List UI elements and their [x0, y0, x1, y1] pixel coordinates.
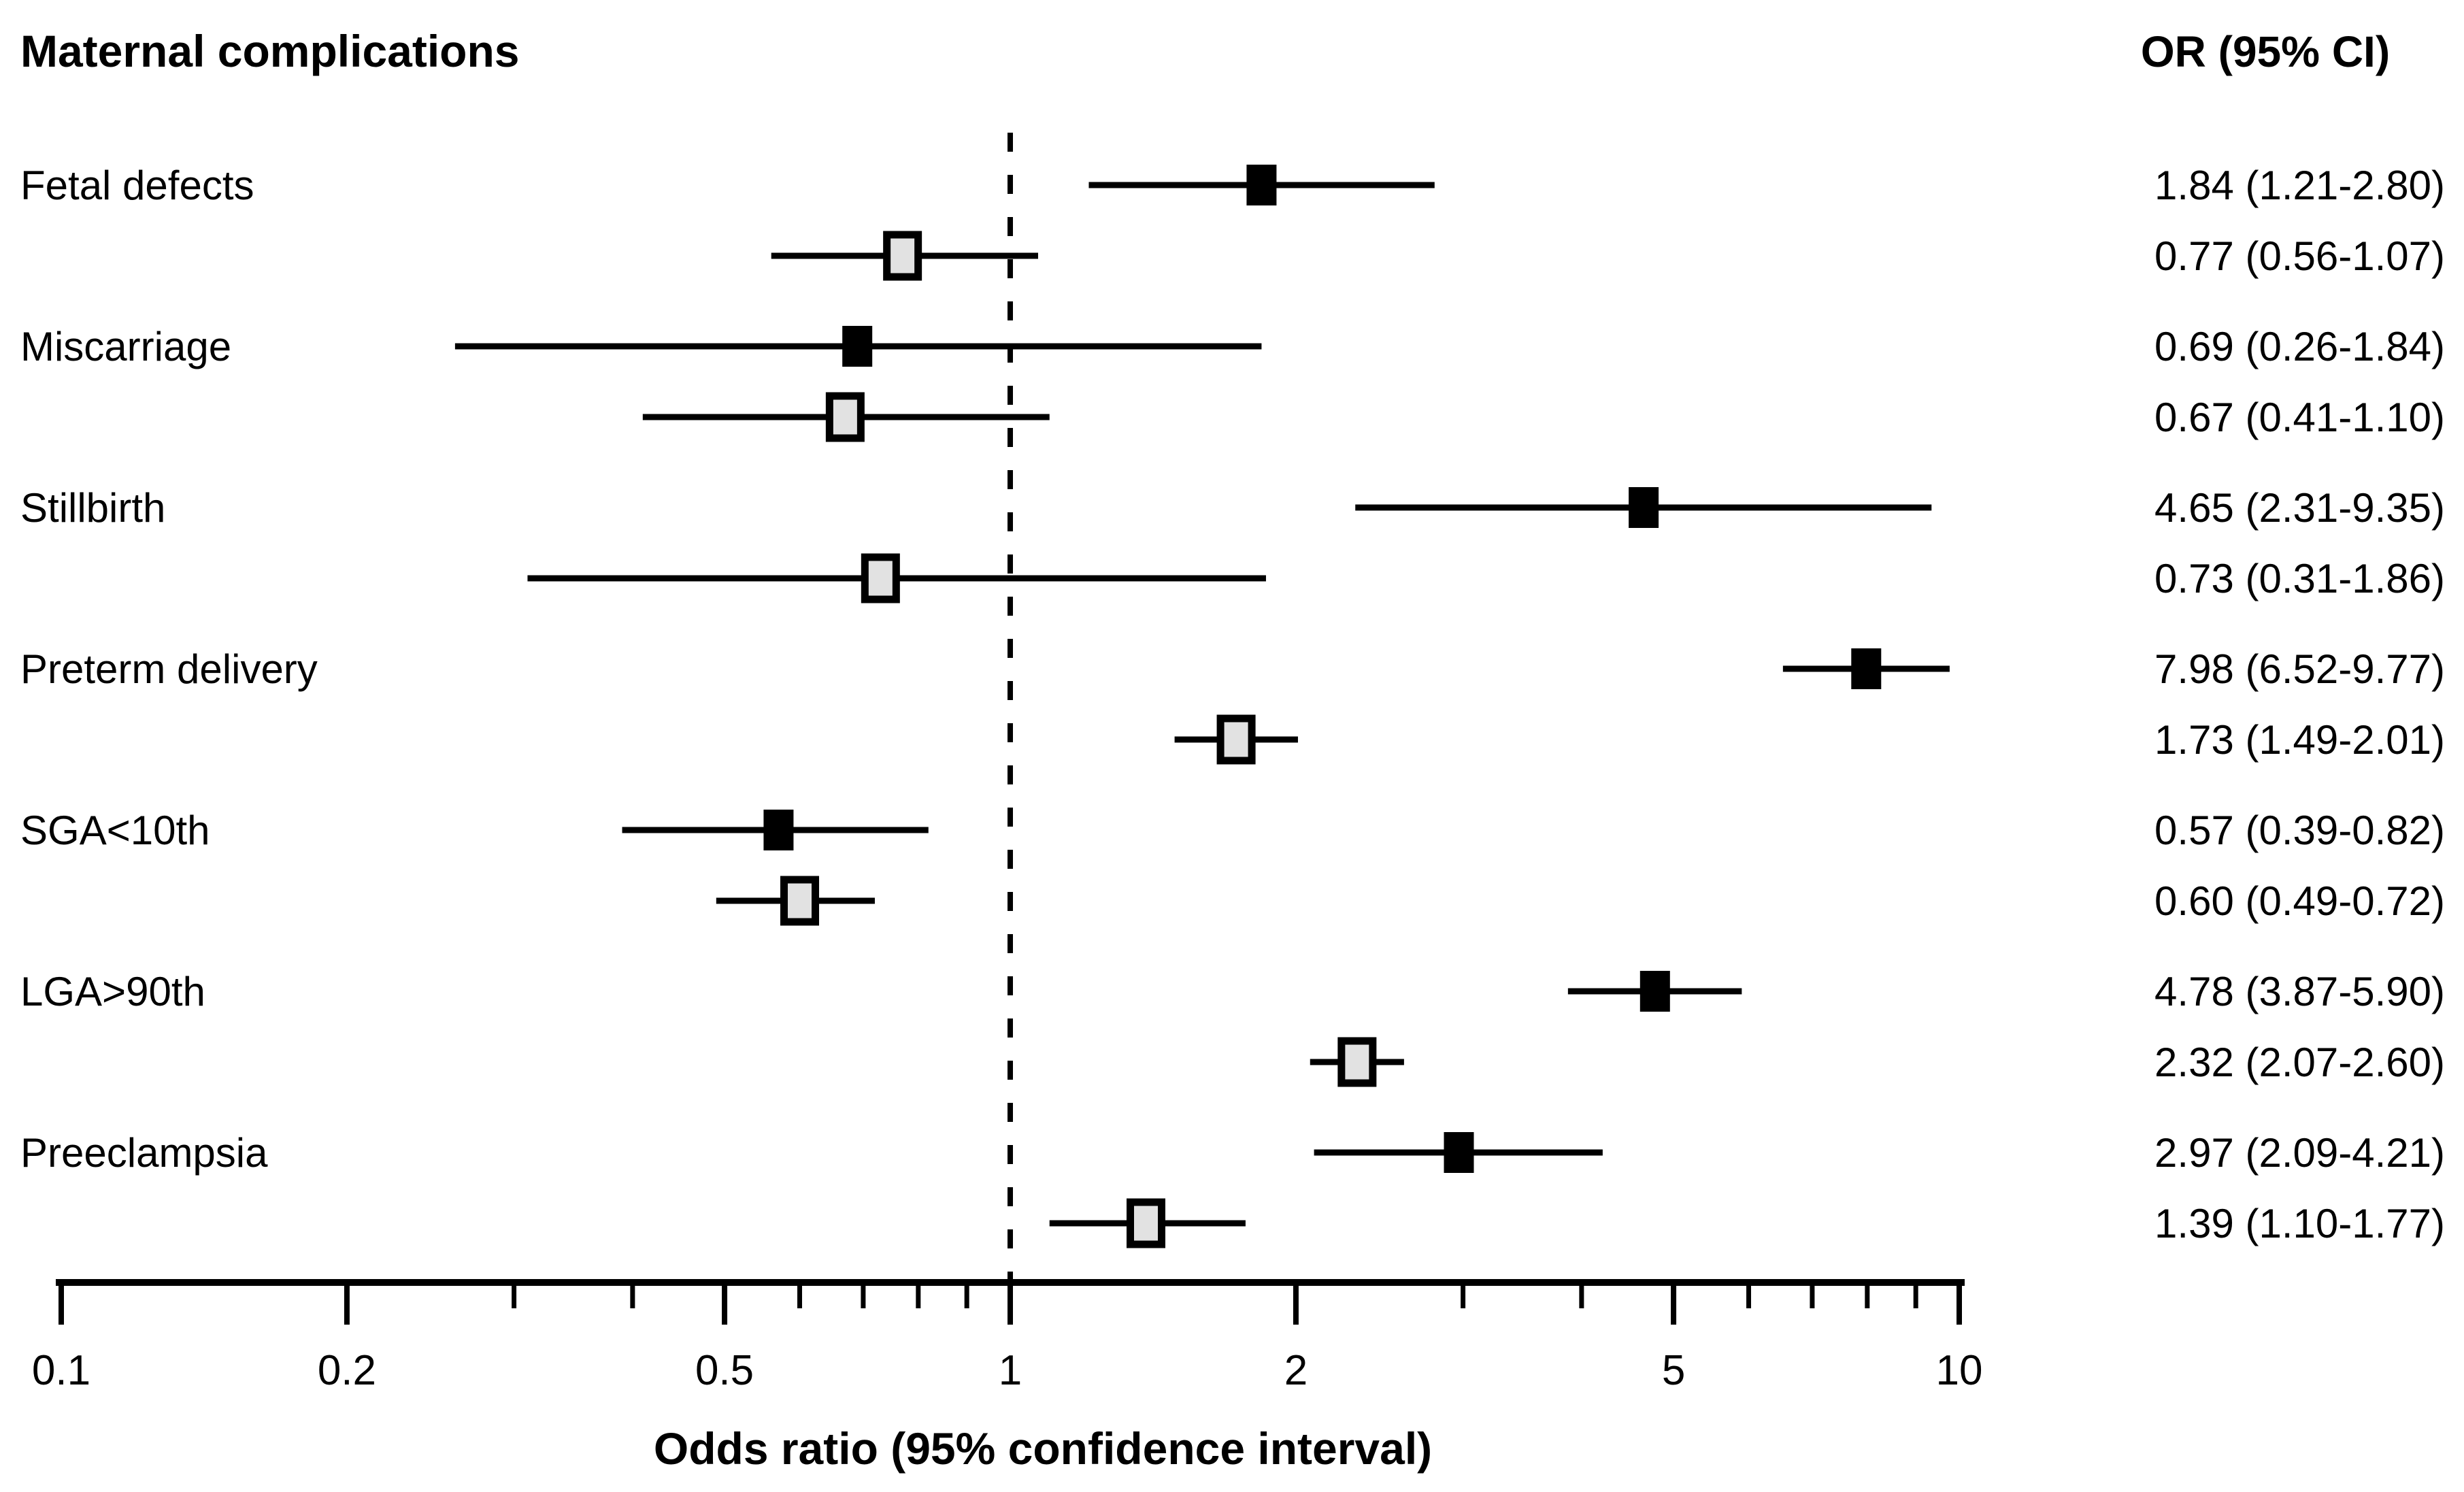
or-marker-secondary — [1216, 714, 1256, 765]
or-marker-primary — [1639, 971, 1670, 1012]
or-marker-secondary — [825, 392, 865, 442]
or-marker-secondary — [780, 876, 820, 926]
or-value-primary: 4.78 (3.87-5.90) — [2154, 969, 2445, 1014]
or-value-primary: 0.57 (0.39-0.82) — [2154, 808, 2445, 853]
group-label: LGA>90th — [20, 969, 205, 1014]
group-label: Stillbirth — [20, 485, 165, 531]
or-value-primary: 0.69 (0.26-1.84) — [2154, 324, 2445, 369]
or-value-primary: 1.84 (1.21-2.80) — [2154, 163, 2445, 208]
x-tick-label: 1 — [999, 1347, 1022, 1394]
group-label: Miscarriage — [20, 324, 231, 369]
or-marker-primary — [842, 326, 873, 367]
or-marker-primary — [1444, 1132, 1474, 1173]
x-axis-title: Odds ratio (95% confidence interval) — [654, 1423, 1432, 1474]
or-value-secondary: 0.60 (0.49-0.72) — [2154, 878, 2445, 924]
group-label: Fetal defects — [20, 163, 254, 208]
or-value-primary: 4.65 (2.31-9.35) — [2154, 485, 2445, 531]
or-marker-primary — [763, 810, 794, 850]
x-tick-label: 0.5 — [695, 1347, 754, 1394]
or-marker-primary — [1851, 648, 1882, 689]
or-value-secondary: 0.77 (0.56-1.07) — [2154, 233, 2445, 279]
or-value-secondary: 0.67 (0.41-1.10) — [2154, 395, 2445, 440]
or-value-secondary: 2.32 (2.07-2.60) — [2154, 1040, 2445, 1085]
x-tick-label: 0.2 — [318, 1347, 376, 1394]
or-marker-primary — [1246, 165, 1277, 205]
x-tick-label: 10 — [1936, 1347, 1983, 1394]
group-label: SGA<10th — [20, 808, 210, 853]
chart-title: Maternal complications — [20, 26, 520, 76]
or-value-secondary: 1.39 (1.10-1.77) — [2154, 1201, 2445, 1246]
or-column-header: OR (95% CI) — [2141, 27, 2390, 76]
or-value-primary: 7.98 (6.52-9.77) — [2154, 646, 2445, 692]
or-value-primary: 2.97 (2.09-4.21) — [2154, 1130, 2445, 1176]
x-tick-label: 5 — [1662, 1347, 1685, 1394]
x-tick-label: 0.1 — [32, 1347, 90, 1394]
plot-layer: 0.1 0.2 0.5 1 2 5 10 Fetal defects 1.84 (1.21-2.… — [20, 133, 2445, 1394]
or-marker-secondary — [861, 553, 900, 603]
or-value-secondary: 1.73 (1.49-2.01) — [2154, 717, 2445, 763]
x-tick-label: 2 — [1284, 1347, 1308, 1394]
or-marker-secondary — [1127, 1198, 1166, 1248]
group-label: Preterm delivery — [20, 646, 318, 692]
group-label: Preeclampsia — [20, 1130, 268, 1176]
or-marker-secondary — [1337, 1037, 1377, 1087]
or-value-secondary: 0.73 (0.31-1.86) — [2154, 556, 2445, 601]
or-marker-secondary — [883, 231, 922, 281]
or-marker-primary — [1629, 487, 1659, 528]
